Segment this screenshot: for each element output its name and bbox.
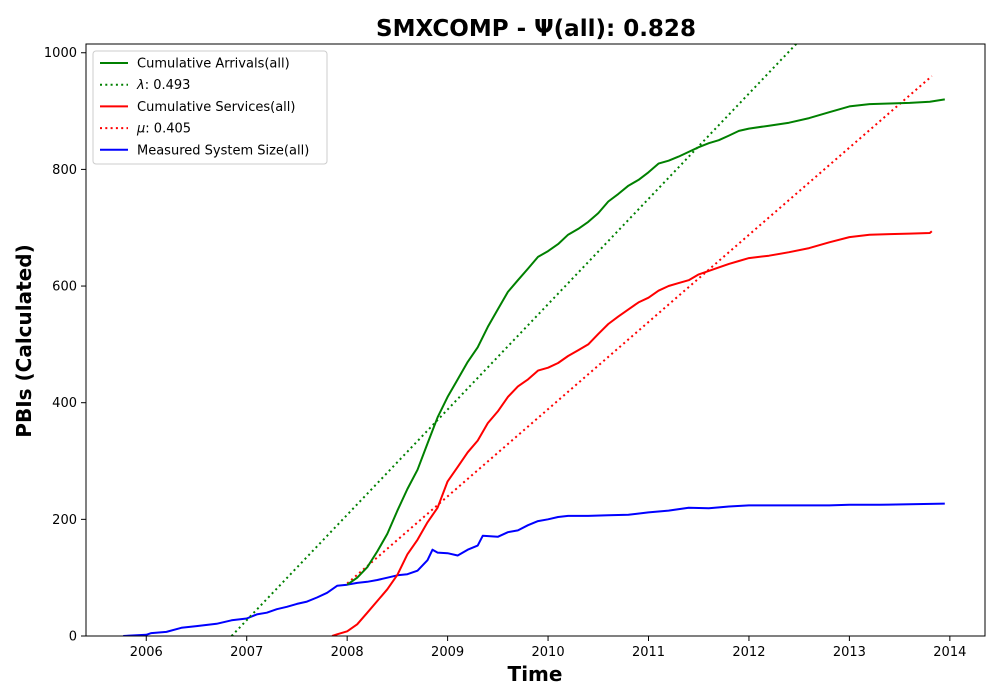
y-tick-label: 200 [52, 513, 77, 528]
series-layer [123, 44, 945, 636]
series-line-0 [346, 98, 945, 586]
plot-frame [85, 43, 986, 637]
x-tick-label: 2011 [632, 645, 665, 660]
x-tick-label: 2008 [331, 645, 364, 660]
x-tick-label: 2012 [732, 645, 765, 660]
x-tick-label: 2006 [130, 645, 163, 660]
chart-title: SMXCOMP - Ψ(all): 0.828 [376, 16, 696, 42]
y-tick-label: 400 [52, 396, 77, 411]
y-tick-label: 0 [69, 630, 77, 645]
legend: Cumulative Arrivals(all) λ: 0.493 Cumulati… [92, 50, 328, 165]
x-tick-label: 2010 [532, 645, 565, 660]
series-line-2 [331, 230, 933, 636]
x-tick-label: 2009 [431, 645, 464, 660]
y-tick-label: 1000 [44, 46, 77, 61]
x-tick-label: 2007 [230, 645, 263, 660]
legend-label: Measured System Size(all) [137, 143, 309, 158]
y-axis: 0 200 400 600 800 1000 [44, 46, 86, 645]
x-axis: 2006 2007 2008 2009 2010 2011 2012 2013 2014 [130, 636, 966, 660]
legend-label: Cumulative Services(all) [137, 100, 295, 115]
x-tick-label: 2013 [833, 645, 866, 660]
y-tick-label: 800 [52, 163, 77, 178]
legend-box [92, 50, 328, 165]
x-tick-label: 2014 [933, 645, 966, 660]
legend-label: μ: 0.405 [136, 122, 191, 137]
series-line-3 [346, 75, 933, 585]
x-axis-label: Time [508, 662, 563, 686]
y-axis-label: PBIs (Calculated) [12, 244, 36, 437]
y-tick-label: 600 [52, 280, 77, 295]
legend-label: λ: 0.493 [136, 78, 190, 93]
series-line-1 [230, 44, 797, 636]
legend-label: Cumulative Arrivals(all) [137, 57, 290, 72]
series-line-4 [123, 502, 945, 636]
